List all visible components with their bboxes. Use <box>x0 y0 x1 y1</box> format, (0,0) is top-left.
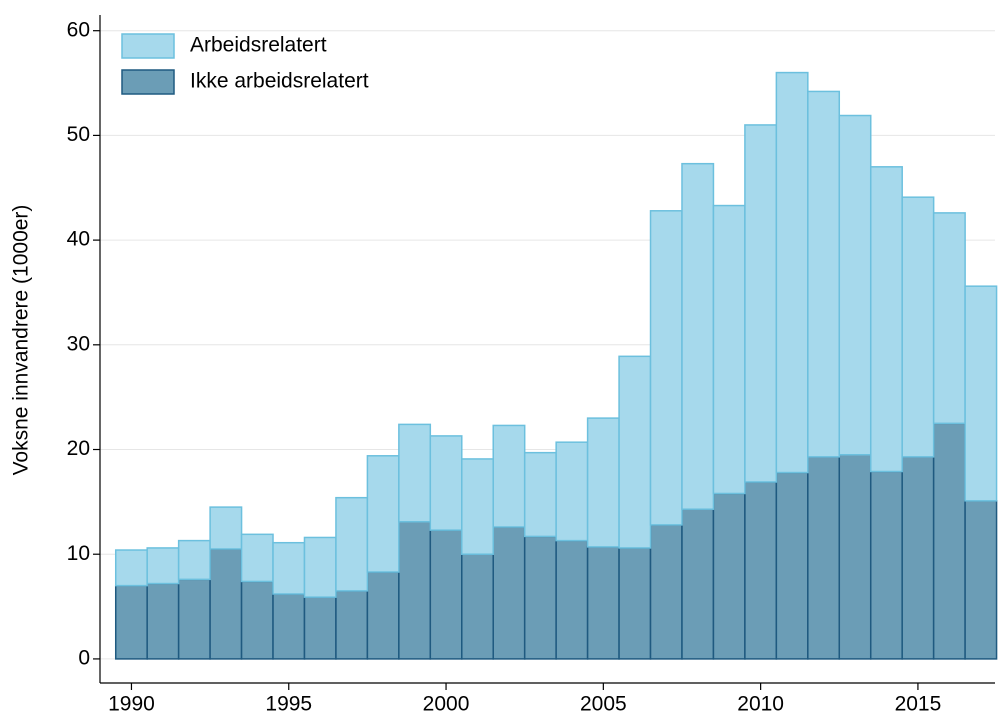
y-tick-label: 0 <box>78 646 90 669</box>
bar <box>177 539 211 581</box>
bar <box>932 422 966 660</box>
bar <box>712 204 746 495</box>
bar <box>932 212 966 425</box>
bar <box>523 535 557 660</box>
y-tick-label: 10 <box>67 542 90 565</box>
bar <box>681 508 715 660</box>
bar <box>177 578 211 660</box>
legend-swatch <box>121 33 175 59</box>
bar <box>712 492 746 660</box>
bar <box>272 541 306 595</box>
bar <box>429 529 463 660</box>
bar <box>838 114 872 456</box>
x-tick-label: 2015 <box>895 693 942 715</box>
bar <box>398 423 432 523</box>
bar <box>492 424 526 528</box>
bar <box>869 166 903 473</box>
bar <box>240 533 274 583</box>
bar <box>618 547 652 660</box>
y-tick-label: 40 <box>67 228 90 251</box>
bar <box>209 548 243 660</box>
legend-label: Arbeidsrelatert <box>190 34 327 57</box>
y-tick-label: 60 <box>67 18 90 41</box>
legend-swatch <box>121 69 175 95</box>
legend-label: Ikke arbeidsrelatert <box>190 70 369 93</box>
bar <box>838 453 872 660</box>
bar <box>303 536 337 598</box>
bar <box>744 481 778 660</box>
y-tick-label: 20 <box>67 437 90 460</box>
x-tick-label: 2010 <box>737 693 784 715</box>
bar <box>209 506 243 550</box>
bar <box>649 210 683 526</box>
bar <box>272 593 306 660</box>
bar <box>901 456 935 660</box>
bar <box>429 435 463 531</box>
bar <box>398 521 432 660</box>
bar <box>775 71 809 474</box>
bar <box>461 553 494 660</box>
bar <box>523 451 557 538</box>
bar <box>555 539 589 660</box>
bar <box>335 590 369 660</box>
bar <box>586 417 620 548</box>
bar <box>869 470 903 660</box>
bar <box>492 526 526 660</box>
bar <box>461 458 494 555</box>
bar <box>964 500 998 660</box>
bar <box>146 582 180 660</box>
bar <box>964 285 998 502</box>
x-tick-label: 1990 <box>108 693 155 715</box>
bar <box>586 546 620 660</box>
bar <box>744 124 778 483</box>
bar <box>240 580 274 660</box>
bar <box>618 355 652 549</box>
bar <box>807 456 841 660</box>
bar <box>681 162 715 510</box>
y-axis-label: Voksne innvandrere (1000er) <box>10 205 33 476</box>
bar <box>303 596 337 660</box>
bar <box>807 90 841 458</box>
bar <box>649 524 683 660</box>
y-tick-label: 50 <box>67 123 90 146</box>
bar <box>366 571 400 660</box>
y-tick-label: 30 <box>67 332 90 355</box>
bar <box>114 584 148 660</box>
bar <box>366 455 400 573</box>
bar <box>901 196 935 458</box>
bar <box>775 471 809 660</box>
bar <box>146 547 180 585</box>
bar <box>114 549 148 587</box>
x-tick-label: 2005 <box>580 693 627 715</box>
x-tick-label: 2000 <box>423 693 470 715</box>
bar <box>335 496 369 592</box>
x-tick-label: 1995 <box>265 693 312 715</box>
bar <box>555 441 589 542</box>
